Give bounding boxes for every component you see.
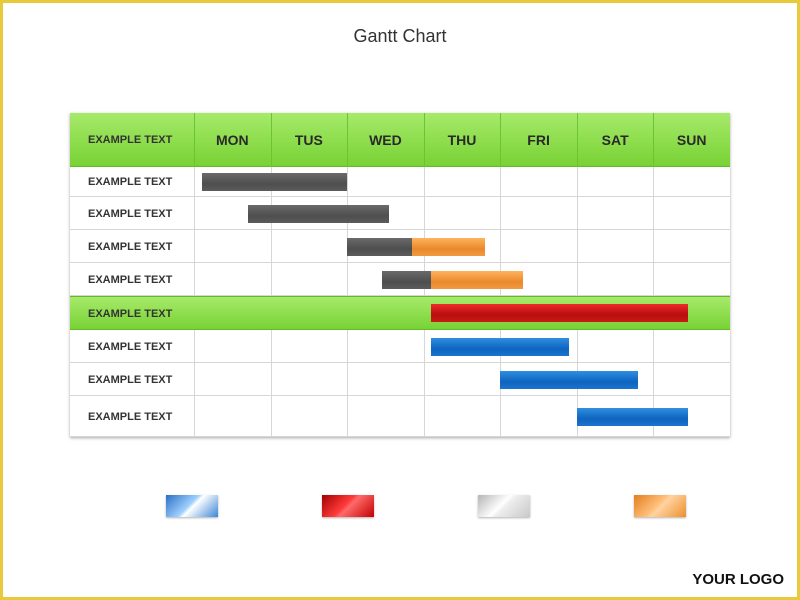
gray-bar [201,173,348,191]
task-row: EXAMPLE TEXT [70,396,730,437]
logo-text: YOUR LOGO [692,571,784,588]
header-grid-line [270,113,272,167]
task-row: EXAMPLE TEXT [70,263,730,296]
chart-title: Gantt Chart [353,26,447,46]
blue-bar [500,370,639,389]
task-label: EXAMPLE TEXT [88,207,173,220]
red-bar [431,304,688,322]
blue-bar [576,407,688,426]
day-header: SAT [601,132,629,148]
header-row: EXAMPLE TEXT MON TUS WED THU FRI SAT SUN [70,113,730,167]
gray-bar [381,270,432,289]
task-row: EXAMPLE TEXT [70,230,730,263]
task-label: EXAMPLE TEXT [88,273,173,286]
day-header: TUS [294,132,323,148]
legend-swatch-orange [634,495,686,517]
header-grid-line [423,113,425,167]
blue-bar [431,337,570,356]
orange-bar [431,270,524,289]
legend-swatch-red [322,495,374,517]
task-label: EXAMPLE TEXT [88,176,173,188]
task-row: EXAMPLE TEXT [70,167,730,197]
task-row: EXAMPLE TEXT [70,330,730,363]
gray-bar [347,237,413,256]
orange-bar [412,237,485,256]
header-grid-line [194,113,195,167]
gray-bar [247,204,390,223]
header-grid-line [500,113,502,167]
header-grid-line [653,113,655,167]
task-label: EXAMPLE TEXT [88,340,173,353]
legend-swatch-silver [478,495,530,517]
task-row: EXAMPLE TEXT [70,363,730,396]
day-header: SUN [676,132,707,148]
task-label: EXAMPLE TEXT [88,240,173,253]
task-row: EXAMPLE TEXT [70,197,730,230]
header-grid-line [347,113,349,167]
day-header: FRI [527,132,550,148]
task-label: EXAMPLE TEXT [88,373,173,386]
gantt-table: EXAMPLE TEXT MON TUS WED THU FRI SAT SUN EXAMPLE… [70,113,730,437]
day-header: MON [215,132,249,148]
legend-swatch-blue [166,495,218,517]
task-label: EXAMPLE TEXT [88,410,173,423]
header-grid-line [576,113,578,167]
task-label: EXAMPLE TEXT [88,308,173,320]
header-label: EXAMPLE TEXT [88,134,173,146]
day-header: WED [369,132,402,148]
day-header: THU [447,132,477,148]
